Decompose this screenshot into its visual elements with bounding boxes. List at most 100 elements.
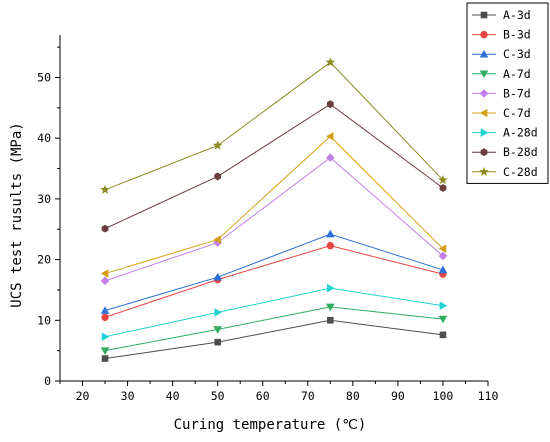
- legend-swatch-marker: [480, 11, 488, 19]
- data-point-a-7d: [326, 303, 335, 312]
- data-point-c-7d: [213, 235, 221, 244]
- data-point-a-3d: [439, 331, 447, 339]
- data-point-c-7d: [100, 269, 109, 278]
- series-line-b-3d: [104, 245, 444, 318]
- legend-item-a-28d: A-28d: [472, 126, 538, 140]
- data-point-a-7d: [438, 315, 448, 324]
- data-point-a-28d: [214, 308, 222, 317]
- series-line-b-28d: [104, 103, 444, 230]
- data-point-a-3d: [327, 316, 334, 324]
- series-a-28d: [101, 283, 448, 341]
- series-c-3d: [100, 229, 448, 314]
- x-tick-label: 20: [76, 389, 90, 403]
- x-tick-label: 50: [211, 389, 225, 403]
- legend-swatch-marker: [479, 108, 488, 118]
- series-b-28d: [101, 100, 447, 233]
- x-tick-label: 80: [346, 389, 360, 403]
- y-tick-label: 0: [44, 374, 51, 388]
- legend-label: C-28d: [503, 165, 538, 179]
- legend-item-b-3d: B-3d: [472, 28, 531, 42]
- legend-item-b-28d: B-28d: [472, 145, 538, 159]
- data-point-a-28d: [439, 301, 448, 311]
- series-line-a-28d: [104, 287, 444, 338]
- series-c-28d: [100, 57, 448, 194]
- x-tick-label: 110: [478, 389, 499, 403]
- series-a-7d: [100, 303, 448, 355]
- data-point-a-7d: [213, 326, 222, 334]
- x-tick-label: 70: [301, 389, 315, 403]
- y-axis-title: UCS test rusults (MPa): [9, 122, 25, 307]
- legend: A-3d B-3d C-3d A-7d B-7d C-7d A-28d B-28d C-28d: [466, 2, 549, 184]
- legend-label: A-7d: [503, 67, 531, 81]
- data-point-a-3d: [214, 338, 221, 346]
- x-tick-label: 100: [433, 389, 454, 403]
- series-b-3d: [101, 241, 447, 321]
- data-point-b-3d: [326, 241, 335, 250]
- legend-swatch-marker: [480, 128, 489, 137]
- data-point-a-28d: [327, 283, 335, 293]
- data-point-c-28d: [100, 184, 110, 194]
- legend-item-a-3d: A-3d: [472, 8, 531, 22]
- y-tick-label: 30: [37, 192, 51, 206]
- legend-label: A-28d: [503, 126, 538, 140]
- legend-label: C-3d: [503, 47, 531, 61]
- legend-label: A-3d: [503, 8, 531, 22]
- data-point-a-28d: [101, 332, 110, 341]
- series-b-7d: [100, 153, 448, 286]
- data-point-b-28d: [326, 100, 334, 109]
- data-point-c-28d: [212, 140, 223, 150]
- data-point-c-7d: [438, 244, 447, 253]
- data-point-b-28d: [439, 184, 447, 192]
- legend-swatch-marker: [479, 49, 489, 58]
- data-point-b-7d: [213, 238, 222, 247]
- x-axis-title: Curing temperature (℃): [174, 417, 367, 433]
- y-tick-label: 50: [37, 70, 51, 84]
- y-tick-label: 10: [37, 313, 51, 327]
- legend-item-a-7d: A-7d: [472, 67, 531, 81]
- data-point-b-3d: [101, 313, 109, 321]
- legend-swatch-marker: [480, 30, 488, 39]
- data-point-c-3d: [438, 265, 448, 274]
- series-line-b-7d: [104, 156, 444, 282]
- data-point-b-28d: [101, 224, 109, 233]
- legend-item-c-3d: C-3d: [472, 47, 531, 61]
- legend-label: B-7d: [503, 86, 531, 100]
- data-point-b-7d: [326, 153, 335, 162]
- legend-item-c-7d: C-7d: [472, 106, 531, 120]
- data-point-c-28d: [438, 174, 448, 185]
- legend-item-c-28d: C-28d: [472, 165, 538, 179]
- series-c-7d: [100, 132, 447, 278]
- legend-swatch-marker: [479, 89, 489, 98]
- legend-label: B-3d: [503, 28, 531, 42]
- data-point-c-7d: [326, 132, 334, 141]
- x-tick-label: 90: [391, 389, 405, 403]
- legend-label: B-28d: [503, 145, 538, 159]
- series-line-c-3d: [104, 233, 444, 312]
- data-point-a-7d: [100, 347, 110, 355]
- data-point-c-3d: [100, 306, 110, 314]
- series-line-a-7d: [104, 306, 444, 352]
- legend-swatch-marker: [480, 148, 488, 157]
- data-point-b-7d: [100, 276, 110, 286]
- x-tick-label: 30: [121, 389, 135, 403]
- legend-swatch-marker: [479, 70, 489, 79]
- series-layer: [100, 57, 448, 362]
- series-line-a-3d: [104, 319, 444, 360]
- data-point-c-3d: [213, 272, 222, 281]
- data-point-a-3d: [101, 355, 109, 362]
- x-tick-label: 40: [166, 389, 180, 403]
- series-a-3d: [101, 316, 447, 362]
- series-line-c-7d: [104, 135, 444, 275]
- legend-item-b-7d: B-7d: [472, 86, 531, 100]
- series-line-c-28d: [104, 61, 444, 191]
- axes-layer: 20 30 40 50 60 70 80 90 100 110 0 10 20 30 40 50: [37, 35, 498, 403]
- data-point-c-28d: [325, 57, 336, 67]
- legend-swatch-marker: [479, 166, 489, 176]
- data-point-b-28d: [214, 172, 222, 181]
- x-tick-label: 60: [256, 389, 270, 403]
- legend-label: C-7d: [503, 106, 531, 120]
- y-tick-label: 40: [37, 131, 51, 145]
- data-point-c-3d: [326, 229, 335, 238]
